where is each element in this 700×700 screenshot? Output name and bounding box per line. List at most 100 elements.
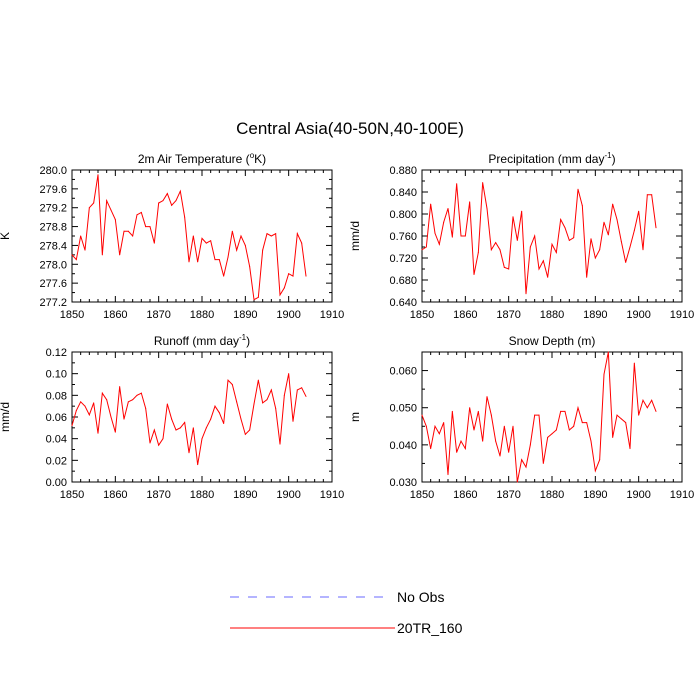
snow-depth-x-tick-label: 1880	[540, 489, 564, 501]
snow-depth-data-point	[516, 481, 518, 483]
air-temperature-data-point	[249, 266, 251, 268]
air-temperature-data-point	[179, 190, 181, 192]
runoff-x-tick-label: 1860	[103, 489, 127, 501]
snow-depth-data-point	[443, 422, 445, 424]
precipitation-data-point	[430, 203, 432, 205]
precipitation-data-point	[603, 221, 605, 223]
panel-air-temperature: 2m Air Temperature (oK) K 1850 1860 1870 1880…	[0, 151, 344, 321]
air-temperature-data-point	[158, 202, 160, 204]
air-temperature-data-point	[227, 256, 229, 258]
runoff-data-point	[145, 407, 147, 409]
runoff-x-tick-label: 1850	[60, 489, 84, 501]
runoff-data-point	[136, 394, 138, 396]
air-temperature-data-point	[214, 259, 216, 261]
figure-title: Central Asia(40-50N,40-100E)	[236, 119, 464, 138]
precipitation-y-tick-label: 0.680	[389, 275, 417, 287]
runoff-data-point	[231, 384, 233, 385]
air-temperature-data-point	[292, 275, 294, 277]
snow-depth-data-point	[438, 433, 440, 435]
runoff-data-point	[192, 427, 194, 429]
runoff-data-point	[97, 432, 99, 434]
precipitation-data-point	[473, 274, 475, 275]
snow-depth-data-point	[521, 459, 523, 461]
air-temperature-x-tick-label: 1860	[103, 309, 127, 321]
snow-depth-y-tick-label: 0.040	[389, 440, 417, 452]
runoff-y-tick-label: 0.04	[46, 434, 67, 446]
air-temperature-y-axis-label: K	[0, 232, 12, 240]
precipitation-data-point	[499, 249, 501, 251]
air-temperature-x-tick-label: 1850	[60, 309, 84, 321]
precipitation-data-point	[495, 242, 497, 244]
runoff-data-point	[257, 379, 259, 381]
runoff-data-point	[227, 379, 229, 381]
air-temperature-data-point	[231, 230, 233, 232]
air-temperature-data-point	[153, 242, 155, 244]
precipitation-y-tick-label: 0.760	[389, 231, 417, 243]
runoff-data-point	[223, 423, 225, 424]
precipitation-data-point	[599, 249, 601, 251]
snow-depth-y-tick-label: 0.060	[389, 366, 417, 378]
air-temperature-y-tick-label: 278.0	[39, 259, 67, 271]
snow-depth-x-tick-label: 1870	[496, 489, 520, 501]
air-temperature-data-point	[218, 259, 220, 261]
precipitation-series-line	[421, 182, 657, 294]
precipitation-data-point	[542, 260, 544, 262]
precipitation-data-point	[490, 249, 492, 251]
air-temperature-data-point	[275, 233, 277, 235]
air-temperature-data-point	[305, 275, 307, 277]
runoff-data-point	[179, 427, 181, 429]
runoff-y-tick-label: 0.08	[46, 390, 67, 402]
precipitation-data-point	[425, 246, 427, 248]
runoff-x-tick-label: 1890	[233, 489, 257, 501]
snow-depth-series-line	[421, 351, 657, 483]
runoff-data-point	[71, 425, 73, 427]
precipitation-data-point	[456, 183, 458, 185]
air-temperature-data-point	[236, 249, 238, 251]
runoff-data-point	[93, 402, 95, 404]
runoff-data-point	[275, 407, 277, 409]
snow-depth-data-point	[464, 448, 466, 450]
runoff-data-point	[270, 389, 272, 391]
air-temperature-data-point	[71, 254, 73, 256]
precipitation-data-point	[612, 203, 614, 205]
snow-depth-plot-frame	[421, 351, 683, 483]
snow-depth-data-point	[638, 414, 640, 416]
air-temperature-data-point	[93, 202, 95, 204]
precipitation-x-tick-label: 1880	[540, 309, 564, 321]
runoff-y-tick-label: 0.00	[46, 477, 67, 489]
precipitation-data-point	[486, 208, 488, 209]
precipitation-data-point	[573, 237, 575, 239]
runoff-data-point	[292, 420, 294, 422]
snow-depth-data-point	[490, 414, 492, 416]
air-temperature-y-tick-label: 279.2	[39, 203, 67, 215]
runoff-data-point	[262, 402, 264, 404]
snow-depth-data-point	[482, 440, 484, 442]
snow-depth-data-point	[581, 422, 583, 424]
snow-depth-data-point	[655, 410, 657, 412]
runoff-data-point	[166, 403, 168, 405]
snow-depth-data-point	[469, 407, 471, 409]
snow-depth-data-point	[425, 425, 427, 427]
precipitation-data-point	[525, 293, 527, 295]
precipitation-data-point	[560, 219, 562, 220]
panel-snow-depth: Snow Depth (m) m 1850 1860 1870 1880 1890 1900 1…	[348, 334, 694, 501]
air-temperature-data-point	[201, 237, 203, 239]
air-temperature-y-tick-label: 280.0	[39, 165, 67, 177]
air-temperature-data-point	[270, 235, 272, 237]
air-temperature-data-point	[197, 261, 199, 263]
air-temperature-data-point	[188, 261, 190, 263]
snow-depth-data-point	[560, 410, 562, 412]
snow-depth-x-tick-label: 1910	[670, 489, 694, 501]
snow-depth-data-point	[421, 414, 423, 416]
air-temperature-y-tick-label: 277.6	[39, 278, 67, 290]
runoff-data-point	[210, 418, 212, 420]
snow-depth-data-point	[555, 429, 557, 431]
precipitation-data-point	[586, 276, 588, 278]
runoff-y-tick-label: 0.06	[46, 412, 67, 424]
runoff-data-point	[240, 418, 242, 420]
air-temperature-data-point	[244, 244, 246, 246]
snow-depth-data-point	[473, 429, 475, 431]
air-temperature-y-tick-label: 278.8	[39, 222, 67, 234]
snow-depth-data-point	[616, 414, 618, 416]
air-temperature-panel-title: 2m Air Temperature (oK)	[138, 151, 266, 166]
